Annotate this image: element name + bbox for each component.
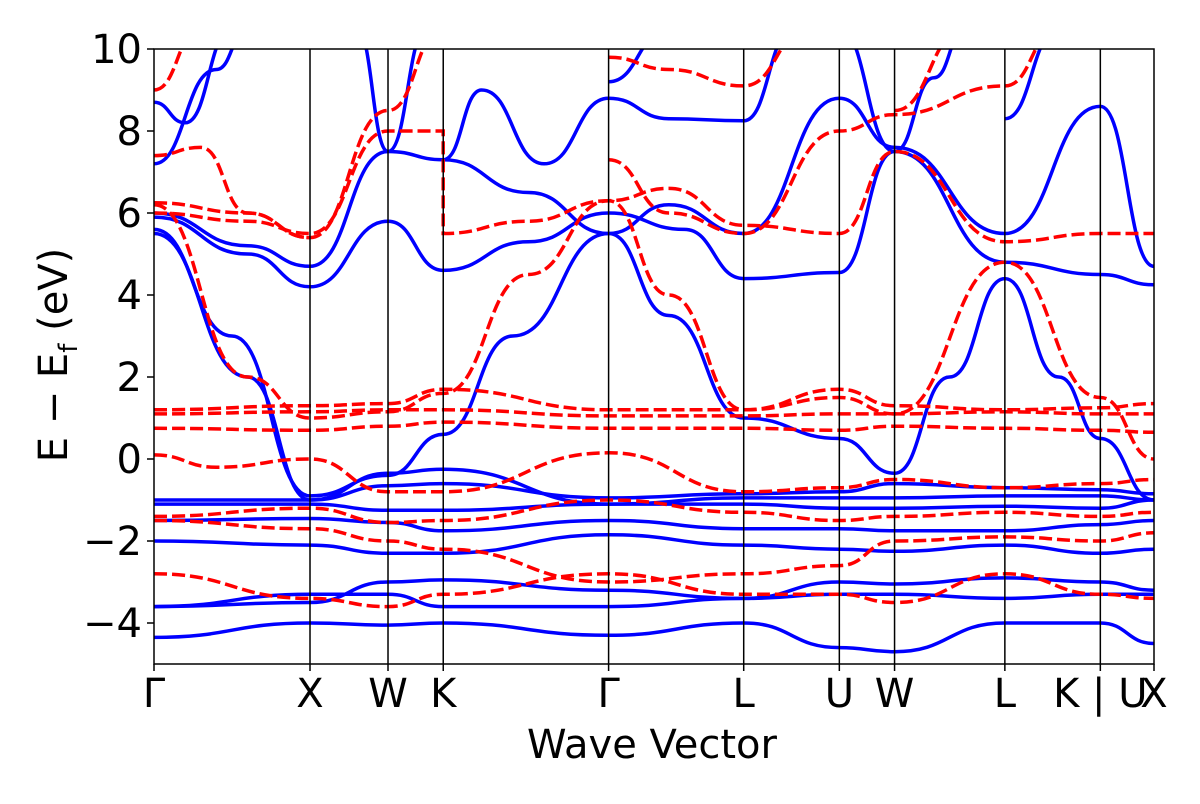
solid-band-line-16 <box>854 49 953 154</box>
y-tick-label: 10 <box>91 27 142 73</box>
y-tick-label: 8 <box>117 109 142 155</box>
y-axis-label: E − Ef (eV) <box>31 248 84 463</box>
dashed-band-line-9 <box>154 49 426 240</box>
solid-band-line-17 <box>1004 49 1042 121</box>
x-tick-label: W <box>368 671 408 717</box>
solid-band-line-15 <box>608 49 645 84</box>
x-tick-label: K <box>430 671 458 717</box>
y-tick-label: −2 <box>83 519 142 565</box>
y-ticks: −4 −2 0 2 4 6 8 10 <box>83 27 154 647</box>
dashed-band-line-10 <box>154 145 311 240</box>
y-tick-label: 0 <box>117 437 142 483</box>
y-axis-label-main: E − E <box>31 353 77 463</box>
x-tick-label: L <box>733 671 756 717</box>
dashed-band-line-3 <box>154 451 1154 494</box>
y-axis-label-unit: (eV) <box>31 248 77 344</box>
x-tick-label: K | U <box>1053 671 1147 717</box>
dashed-band-line-0 <box>154 572 1154 609</box>
bands-layer <box>154 49 1154 654</box>
dashed-band-line-13 <box>154 49 184 92</box>
dashed-band-line-6 <box>154 408 1154 418</box>
y-tick-label: −4 <box>83 601 142 647</box>
kpoint-divider-layer <box>309 49 1102 664</box>
x-tick-label: X <box>1140 671 1167 717</box>
solid-band-line-12 <box>154 49 218 125</box>
x-tick-label: W <box>875 671 915 717</box>
solid-band-line-10 <box>154 96 1154 269</box>
solid-band-line-9 <box>154 149 1154 289</box>
dashed-band-line-11 <box>608 49 784 88</box>
solid-band-line-4 <box>154 516 1154 533</box>
solid-band-line-0 <box>154 621 1154 654</box>
plot-frame <box>153 48 1155 665</box>
dashed-band-line-7 <box>154 198 1154 461</box>
solid-band-line-3 <box>154 533 1154 556</box>
x-axis-label: Wave Vector <box>527 722 778 768</box>
dashed-band-line-5 <box>154 387 1154 412</box>
y-tick-label: 4 <box>117 273 142 319</box>
x-tick-label: Γ <box>143 671 166 717</box>
x-tick-label: X <box>296 671 323 717</box>
solid-band-line-1 <box>154 592 1154 609</box>
y-tick-label: 2 <box>117 355 142 401</box>
solid-band-line-7 <box>154 231 1154 506</box>
dashed-band-line-12 <box>608 49 1038 236</box>
x-tick-label: L <box>994 671 1017 717</box>
dashed-band-line-4 <box>154 420 1154 435</box>
y-tick-label: 6 <box>117 191 142 237</box>
x-tick-label: U <box>825 671 854 717</box>
solid-band-line-8 <box>154 227 1154 502</box>
solid-band-line-13 <box>364 49 417 154</box>
dashed-band-line-14 <box>894 49 942 113</box>
solid-band-line-5 <box>154 498 1154 513</box>
solid-band-line-14 <box>442 49 779 166</box>
y-axis-label-subscript: f <box>54 343 84 353</box>
solid-band-line-2 <box>154 576 1154 609</box>
x-tick-label: Γ <box>597 671 620 717</box>
solid-band-line-6 <box>154 481 1154 502</box>
